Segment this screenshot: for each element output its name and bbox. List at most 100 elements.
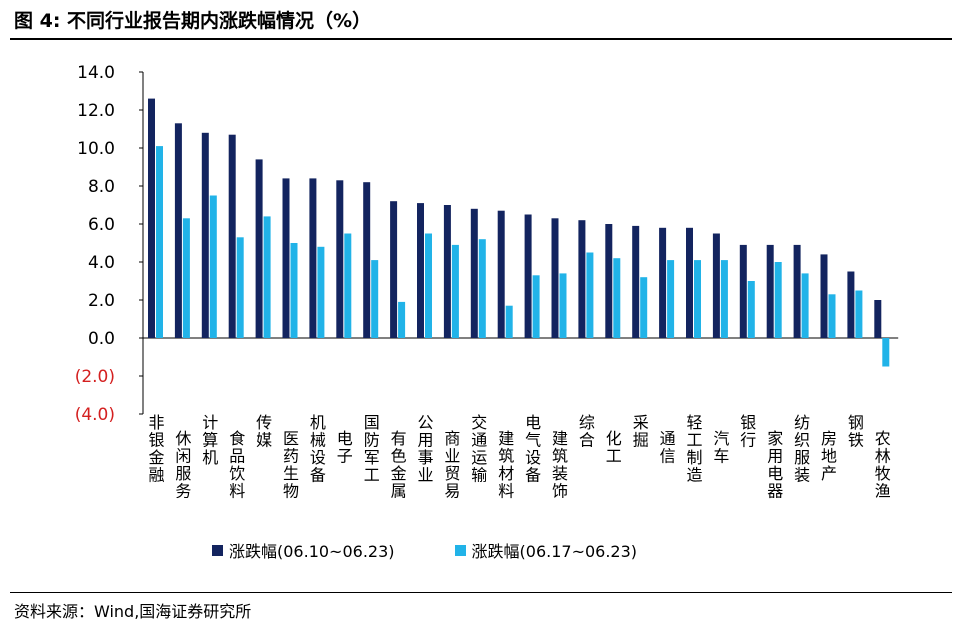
bar-series-2 <box>694 260 701 338</box>
x-category-label: 建筑装饰 <box>552 429 568 501</box>
bar-series-2 <box>828 294 836 338</box>
y-tick-label: 0.0 <box>88 329 115 349</box>
legend-swatch-series-1 <box>212 544 223 556</box>
bar-series-1 <box>390 201 398 338</box>
bar-series-2 <box>451 244 459 338</box>
x-category-label: 银行 <box>740 413 756 450</box>
y-tick-label: 8.0 <box>88 177 115 197</box>
x-category-label: 化工 <box>606 429 622 466</box>
bar-series-2 <box>263 216 271 338</box>
x-category-label: 电子 <box>337 429 353 466</box>
x-category-label: 非银金融 <box>148 413 164 485</box>
bar-series-2 <box>747 281 755 338</box>
y-tick-label: 14.0 <box>77 63 115 83</box>
bar-series-2 <box>425 233 432 338</box>
bar-series-1 <box>874 300 882 338</box>
chart-legend: 涨跌幅(06.10~06.23) 涨跌幅(06.17~06.23) <box>212 538 637 562</box>
bar-series-2 <box>586 252 594 338</box>
bar-series-1 <box>712 233 720 338</box>
bar-series-1 <box>363 182 371 338</box>
footer-divider <box>10 592 952 593</box>
bar-series-2 <box>774 262 782 338</box>
x-category-label: 有色金属 <box>391 429 407 501</box>
legend-label-series-2: 涨跌幅(06.17~06.23) <box>471 542 638 561</box>
bar-series-1 <box>632 225 640 338</box>
bar-series-2 <box>559 273 567 338</box>
bar-series-1 <box>174 123 182 338</box>
x-category-label: 医药生物 <box>283 429 299 501</box>
legend-item-series-1: 涨跌幅(06.10~06.23) <box>212 538 395 562</box>
bar-series-2 <box>371 260 379 338</box>
x-category-label: 电气设备 <box>525 413 541 485</box>
bar-series-2 <box>317 246 325 338</box>
x-category-label: 钢铁 <box>848 413 864 450</box>
bar-series-2 <box>478 239 486 338</box>
y-tick-label: 10.0 <box>77 139 115 159</box>
source-note: 资料来源：Wind,国海证券研究所 <box>14 602 252 621</box>
bar-series-1 <box>820 254 828 338</box>
bar-series-1 <box>686 227 693 338</box>
x-category-label: 传媒 <box>256 413 272 450</box>
bar-series-2 <box>156 146 163 338</box>
bar-series-2 <box>344 233 352 338</box>
bar-series-2 <box>720 260 728 338</box>
bar-series-2 <box>398 301 406 338</box>
bar-series-1 <box>766 244 774 338</box>
legend-item-series-2: 涨跌幅(06.17~06.23) <box>454 538 638 562</box>
bar-series-1 <box>793 244 801 338</box>
x-category-label: 汽车 <box>713 429 729 466</box>
bar-series-1 <box>443 205 451 338</box>
bar-series-1 <box>847 271 855 338</box>
x-category-label: 通信 <box>660 429 676 466</box>
bar-series-2 <box>236 237 244 338</box>
x-category-label: 农林牧渔 <box>875 429 891 501</box>
bar-series-1 <box>309 178 317 338</box>
title-divider <box>10 38 952 40</box>
bar-series-2 <box>209 195 217 338</box>
y-tick-label: (2.0) <box>75 367 115 387</box>
bar-series-2 <box>532 275 540 338</box>
x-category-label: 家用电器 <box>767 429 783 501</box>
bar-series-1 <box>255 159 263 338</box>
x-category-label: 机械设备 <box>310 413 326 485</box>
y-tick-label: 4.0 <box>88 253 115 273</box>
x-category-label: 采掘 <box>633 413 649 450</box>
bar-series-2 <box>182 218 190 338</box>
bar-series-2 <box>667 260 675 338</box>
bar-series-2 <box>855 290 863 338</box>
bar-series-2 <box>613 258 621 338</box>
x-category-label: 休闲服务 <box>175 429 191 501</box>
legend-label-series-1: 涨跌幅(06.10~06.23) <box>229 542 395 561</box>
bar-series-1 <box>524 214 532 338</box>
bar-series-1 <box>659 227 667 338</box>
x-category-label: 房地产 <box>821 429 837 483</box>
bar-series-1 <box>739 244 747 338</box>
bar-series-1 <box>336 180 344 338</box>
bar-series-1 <box>417 203 424 338</box>
x-category-label: 交通运输 <box>471 413 487 485</box>
y-tick-label: 2.0 <box>88 291 115 311</box>
bar-series-1 <box>470 208 478 338</box>
bar-series-1 <box>551 218 559 338</box>
x-category-label: 纺织服装 <box>794 413 810 485</box>
x-category-label: 计算机 <box>202 413 218 467</box>
bar-series-1 <box>148 98 155 338</box>
x-category-label: 综合 <box>579 413 595 450</box>
x-category-label: 建筑材料 <box>498 429 514 501</box>
y-tick-label: 12.0 <box>77 101 115 121</box>
x-category-label: 轻工制造 <box>686 413 702 485</box>
chart-title: 图 4: 不同行业报告期内涨跌幅情况（%） <box>14 10 372 32</box>
bar-series-1 <box>282 178 290 338</box>
bar-series-1 <box>201 132 209 338</box>
bar-series-1 <box>605 224 613 338</box>
x-category-label: 食品饮料 <box>229 429 245 501</box>
bar-series-2 <box>505 305 513 338</box>
bar-series-1 <box>228 134 236 338</box>
y-tick-label: 6.0 <box>88 215 115 235</box>
bar-series-2 <box>290 243 298 338</box>
bar-series-1 <box>497 210 505 338</box>
legend-swatch-series-2 <box>454 544 466 556</box>
bar-series-2 <box>640 277 648 338</box>
x-category-label: 公用事业 <box>417 413 433 485</box>
